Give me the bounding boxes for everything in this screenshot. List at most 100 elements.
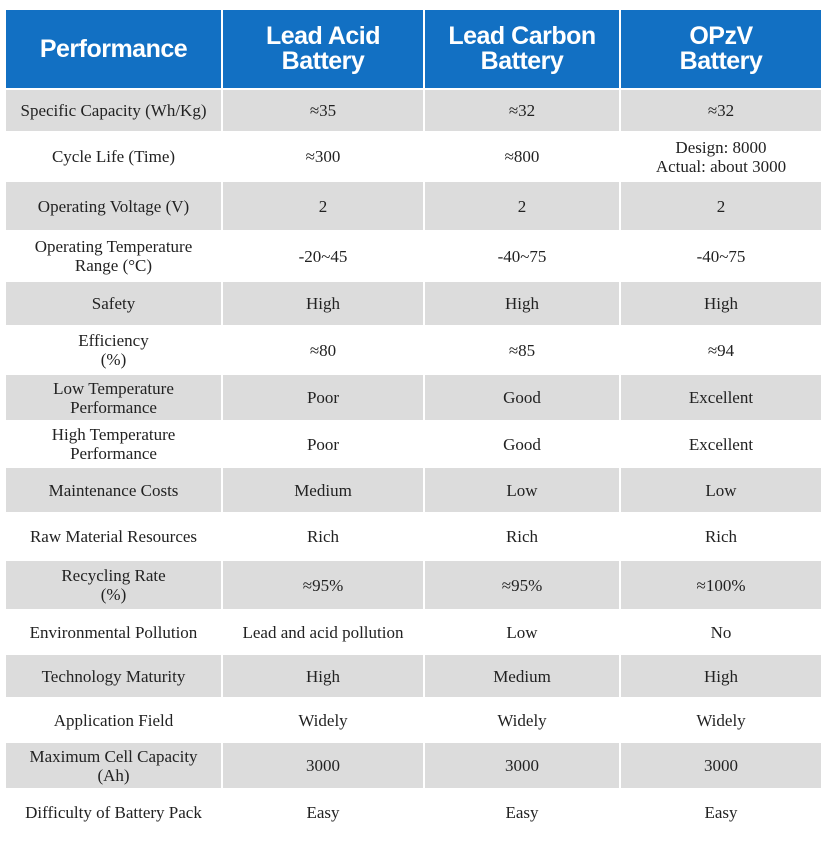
cell-lead-acid-value: Widely <box>221 697 424 742</box>
table-row: Difficulty of Battery Pack Easy Easy Easy <box>6 788 821 835</box>
cell-lead-carbon-value: -40~75 <box>423 230 620 281</box>
lead-carbon-value-text: 3000 <box>505 756 539 775</box>
cell-performance-label: Low Temperature Performance <box>6 373 222 421</box>
performance-label-text: Application Field <box>53 710 174 730</box>
lead-acid-value-text: Medium <box>294 480 352 500</box>
table-row: Operating Voltage (V) 2 2 2 <box>6 180 821 231</box>
header-opzv-line1: OPzV <box>689 22 753 50</box>
opzv-value-text: High <box>704 294 738 313</box>
cell-lead-carbon-value: Good <box>423 420 620 467</box>
lead-acid-value-text: High <box>306 666 340 686</box>
cell-lead-carbon-value: High <box>423 280 620 326</box>
lead-acid-value-text: Poor <box>306 388 340 407</box>
lead-carbon-value-text: ≈800 <box>504 147 540 166</box>
cell-lead-acid-value: High <box>221 653 424 698</box>
cell-performance-label: Environmental Pollution <box>6 609 222 654</box>
performance-label-text: High Temperature <box>51 425 176 444</box>
table-row: Operating Temperature Range (°C) -20~45 -40… <box>6 230 821 281</box>
table-row: Maximum Cell Capacity (Ah) 3000 3000 3000 <box>6 741 821 789</box>
lead-carbon-value-text: Good <box>503 434 541 454</box>
lead-carbon-value-text: Good <box>503 388 541 407</box>
lead-acid-value-text: ≈95% <box>302 575 344 595</box>
performance-label-text: Specific Capacity (Wh/Kg) <box>20 101 207 120</box>
cell-opzv-value: -40~75 <box>619 230 821 281</box>
opzv-value-text: Excellent <box>688 434 754 454</box>
cell-lead-acid-value: ≈95% <box>221 559 424 610</box>
header-lead-carbon: Lead Carbon Battery <box>423 10 620 89</box>
performance-label-text: Raw Material Resources <box>29 527 198 546</box>
cell-lead-carbon-value: Medium <box>423 653 620 698</box>
header-lead-acid-line1: Lead Acid <box>265 22 381 50</box>
header-lead-acid-line2: Battery <box>281 47 365 75</box>
cell-opzv-value: High <box>619 280 821 326</box>
performance-label-text: (Ah) <box>97 765 130 785</box>
lead-carbon-value-text: Widely <box>497 710 547 730</box>
opzv-value-text: 3000 <box>704 756 738 775</box>
cell-lead-acid-value: Poor <box>221 373 424 421</box>
cell-performance-label: Operating Temperature Range (°C) <box>6 230 222 281</box>
header-row: Performance Lead Acid Battery Lead Carbon… <box>6 10 821 89</box>
opzv-value-text: Rich <box>704 527 738 546</box>
performance-label-text: Range (°C) <box>74 256 153 275</box>
opzv-value-text: Low <box>705 480 737 500</box>
opzv-value-text: Actual: about 3000 <box>655 156 787 176</box>
performance-label-text: Technology Maturity <box>41 666 186 686</box>
header-performance-label: Performance <box>39 34 188 63</box>
lead-acid-value-text: Lead and acid pollution <box>242 622 404 642</box>
lead-acid-value-text: Rich <box>306 527 340 546</box>
cell-lead-carbon-value: Good <box>423 373 620 421</box>
cell-lead-acid-value: Poor <box>221 420 424 467</box>
table-row: Maintenance Costs Medium Low Low <box>6 466 821 513</box>
header-lead-carbon-line1: Lead Carbon <box>448 22 596 50</box>
cell-lead-acid-value: ≈300 <box>221 131 424 181</box>
cell-lead-carbon-value: Easy <box>423 788 620 835</box>
performance-label-text: Operating Voltage (V) <box>37 196 190 216</box>
performance-label-text: Maximum Cell Capacity <box>29 746 198 766</box>
cell-lead-acid-value: 3000 <box>221 741 424 789</box>
lead-carbon-value-text: Easy <box>505 803 539 822</box>
cell-lead-acid-value: ≈80 <box>221 325 424 374</box>
cell-opzv-value: Widely <box>619 697 821 742</box>
cell-performance-label: Safety <box>6 280 222 326</box>
opzv-value-text: No <box>710 622 732 642</box>
lead-acid-value-text: 2 <box>318 196 328 216</box>
lead-acid-value-text: Poor <box>306 434 340 454</box>
performance-label-text: Maintenance Costs <box>48 480 179 500</box>
cell-performance-label: Difficulty of Battery Pack <box>6 788 222 835</box>
opzv-value-text: ≈32 <box>707 101 735 120</box>
cell-lead-acid-value: -20~45 <box>221 230 424 281</box>
cell-lead-carbon-value: 3000 <box>423 741 620 789</box>
performance-label-text: (%) <box>100 585 127 604</box>
cell-lead-acid-value: Lead and acid pollution <box>221 609 424 654</box>
lead-carbon-value-text: -40~75 <box>497 246 547 266</box>
performance-label-text: Low Temperature <box>53 378 174 398</box>
cell-opzv-value: Excellent <box>619 420 821 467</box>
opzv-value-text: ≈94 <box>707 340 735 360</box>
lead-carbon-value-text: Low <box>506 480 538 500</box>
cell-opzv-value: ≈100% <box>619 559 821 610</box>
cell-lead-acid-value: Rich <box>221 512 424 560</box>
performance-label-text: Recycling Rate <box>61 566 166 585</box>
lead-acid-value-text: ≈80 <box>309 340 337 360</box>
cell-lead-acid-value: Easy <box>221 788 424 835</box>
header-lead-acid: Lead Acid Battery <box>221 10 424 89</box>
cell-lead-carbon-value: ≈85 <box>423 325 620 374</box>
table-row: Environmental Pollution Lead and acid pol… <box>6 609 821 654</box>
cell-opzv-value: Low <box>619 466 821 513</box>
opzv-value-text: Design: 8000 <box>675 137 767 157</box>
lead-carbon-value-text: ≈95% <box>501 575 543 595</box>
cell-lead-acid-value: Medium <box>221 466 424 513</box>
opzv-value-text: -40~75 <box>696 246 746 266</box>
performance-label-text: Safety <box>91 294 136 313</box>
cell-lead-acid-value: High <box>221 280 424 326</box>
cell-opzv-value: ≈32 <box>619 88 821 132</box>
cell-lead-carbon-value: Rich <box>423 512 620 560</box>
table-row: Efficiency (%) ≈80 ≈85 ≈94 <box>6 325 821 374</box>
battery-comparison-table: Performance Lead Acid Battery Lead Carbon… <box>6 10 821 835</box>
cell-performance-label: Specific Capacity (Wh/Kg) <box>6 88 222 132</box>
opzv-value-text: High <box>704 666 738 686</box>
header-opzv: OPzV Battery <box>619 10 821 89</box>
cell-performance-label: Cycle Life (Time) <box>6 131 222 181</box>
performance-label-text: Efficiency <box>78 331 149 350</box>
lead-acid-value-text: Easy <box>306 803 340 822</box>
